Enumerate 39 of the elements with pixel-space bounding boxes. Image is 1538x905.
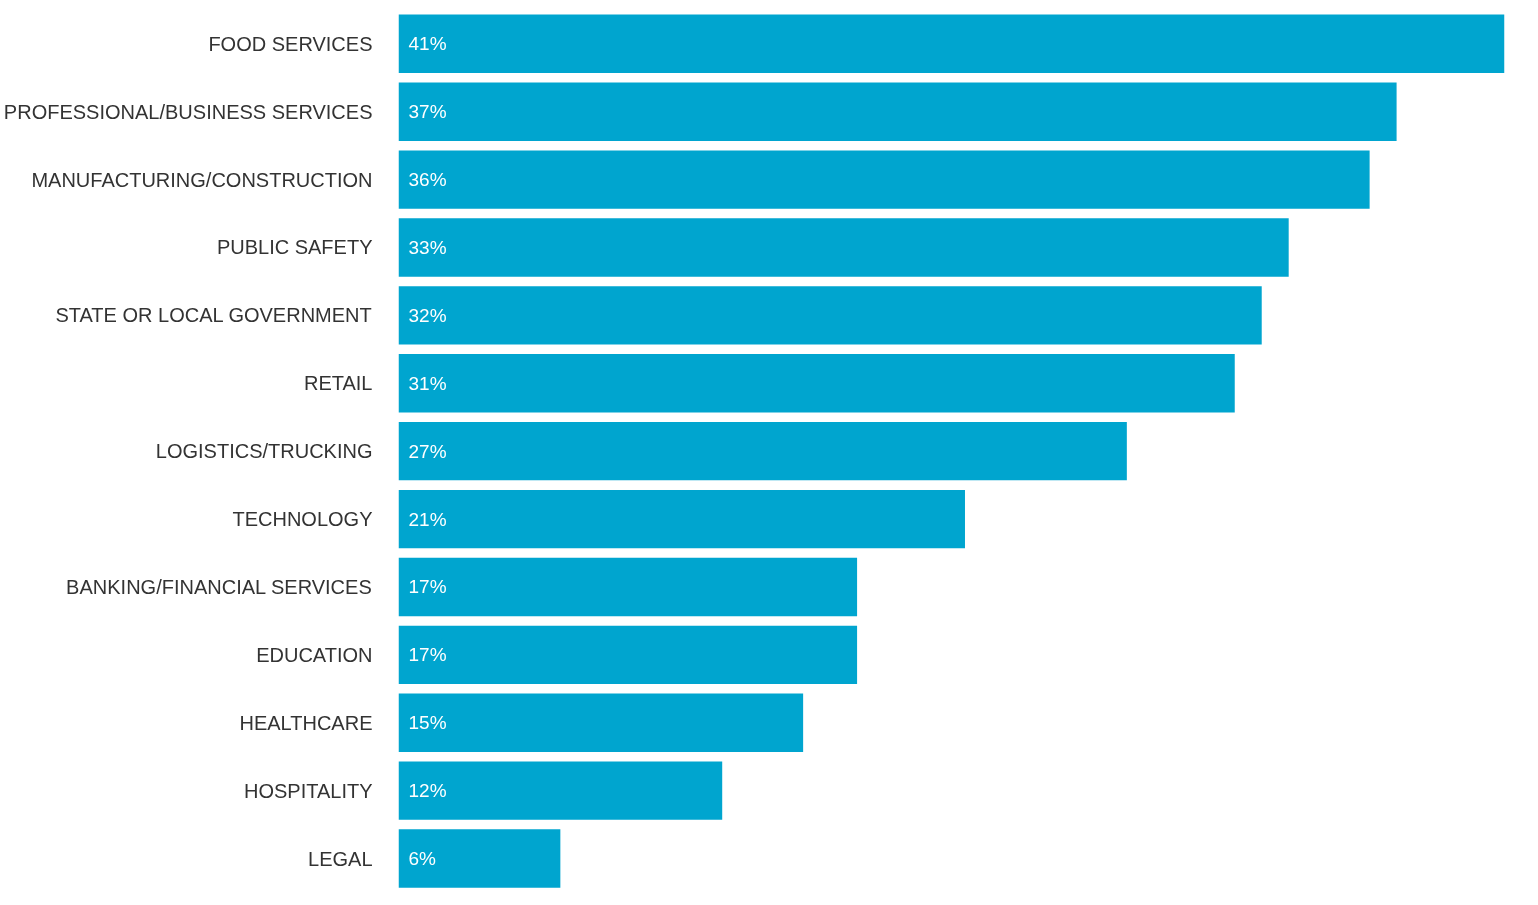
y-tick-label: PROFESSIONAL/BUSINESS SERVICES — [3, 100, 373, 123]
bar — [398, 489, 965, 549]
data-label: 6% — [408, 848, 437, 870]
data-label: 41% — [408, 33, 447, 55]
data-label: 32% — [408, 304, 447, 326]
y-tick-label: EDUCATION — [256, 643, 373, 666]
data-label: 21% — [408, 508, 447, 530]
bar — [398, 829, 561, 888]
bar — [398, 761, 723, 820]
data-label: 33% — [408, 236, 447, 258]
y-tick-label: PUBLIC SAFETY — [216, 236, 373, 259]
y-tick-label: BANKING/FINANCIAL SERVICES — [66, 575, 372, 598]
bar — [398, 286, 1262, 345]
y-tick-label: HOSPITALITY — [243, 779, 373, 802]
data-label: 12% — [408, 780, 447, 802]
bar — [398, 354, 1235, 413]
bar — [398, 557, 858, 617]
y-tick-label: FOOD SERVICES — [208, 32, 373, 55]
data-label: 27% — [408, 440, 447, 462]
data-label: 36% — [408, 169, 447, 191]
data-label: 37% — [408, 101, 447, 123]
bar — [398, 693, 804, 752]
y-tick-label: RETAIL — [303, 372, 373, 395]
data-label: 15% — [408, 712, 447, 734]
bar — [398, 14, 1505, 73]
data-label: 17% — [408, 644, 447, 666]
y-tick-label: STATE OR LOCAL GOVERNMENT — [55, 304, 372, 327]
bar — [398, 421, 1127, 481]
y-tick-label: HEALTHCARE — [239, 711, 373, 734]
y-tick-label: TECHNOLOGY — [232, 508, 373, 531]
bar — [398, 218, 1289, 277]
y-tick-label: MANUFACTURING/CONSTRUCTION — [31, 168, 373, 191]
data-label: 17% — [408, 576, 447, 598]
y-tick-label: LEGAL — [308, 847, 373, 870]
y-tick-label: LOGISTICS/TRUCKING — [155, 440, 373, 463]
bar — [398, 150, 1370, 209]
data-label: 31% — [408, 372, 447, 394]
bar — [398, 82, 1397, 141]
bar — [398, 625, 858, 685]
